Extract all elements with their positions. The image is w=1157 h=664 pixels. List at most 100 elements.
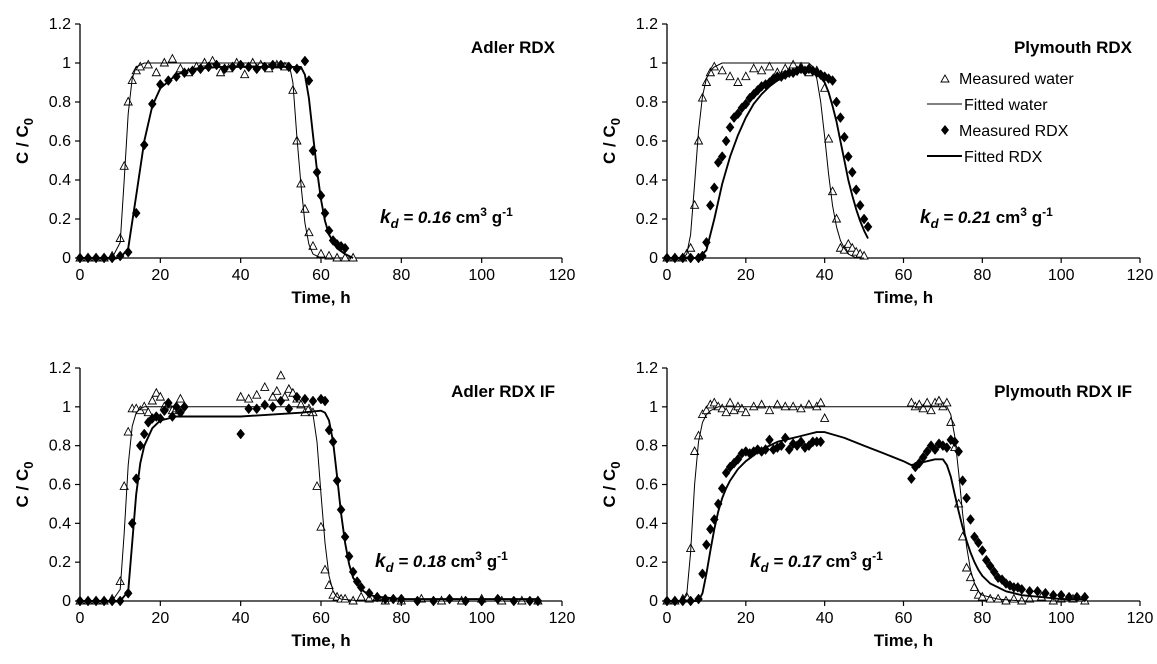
panel-4: 0 0.2 0.4 0.6 0.8 1 1.2 0 20 40 60 80 100 120 Time, h C… bbox=[600, 360, 1153, 650]
kd-unit: cm bbox=[821, 552, 850, 571]
kd-subscript: d bbox=[931, 216, 940, 231]
measured-water-point bbox=[741, 407, 751, 417]
measured-rdx-point bbox=[236, 428, 245, 440]
measured-rdx-point bbox=[284, 403, 294, 415]
measured-water-point bbox=[308, 240, 318, 250]
measured-water-point bbox=[819, 413, 830, 422]
kd-annotation: kd = 0.21 cm3 g-1 bbox=[920, 205, 1053, 231]
measured-rdx-point bbox=[139, 428, 149, 440]
kd-unit2-sup: -1 bbox=[502, 205, 513, 219]
y-tick-label: 0.8 bbox=[636, 438, 658, 455]
measured-water-point bbox=[780, 401, 790, 411]
measured-water-point bbox=[284, 383, 294, 393]
kd-subscript: d bbox=[391, 216, 400, 231]
y-tick-label: 1.2 bbox=[636, 16, 658, 33]
y-axis-label: C / C0 bbox=[600, 462, 623, 508]
measured-water-point bbox=[689, 446, 700, 455]
x-tick-label: 100 bbox=[1048, 267, 1075, 284]
measured-water-point bbox=[717, 65, 727, 75]
kd-unit2-sup: -1 bbox=[497, 549, 508, 563]
x-tick-label: 20 bbox=[737, 267, 755, 284]
measured-rdx-point bbox=[859, 213, 869, 225]
kd-equals: = 0.18 bbox=[394, 552, 447, 571]
measured-water-point bbox=[356, 591, 366, 601]
x-tick-label: 120 bbox=[1127, 610, 1154, 627]
measured-water-point bbox=[847, 242, 858, 252]
measured-water-point bbox=[119, 160, 129, 170]
measured-rdx-point bbox=[702, 539, 711, 551]
y-tick-label: 0.8 bbox=[49, 94, 71, 111]
measured-rdx-point bbox=[962, 492, 971, 504]
panel-title: Plymouth RDX IF bbox=[994, 382, 1132, 401]
measured-water-point bbox=[340, 593, 350, 603]
measured-water-point bbox=[748, 63, 759, 73]
y-axis-label-sub: 0 bbox=[608, 462, 623, 469]
measured-water-point bbox=[123, 426, 133, 436]
measured-water-point bbox=[332, 252, 342, 262]
kd-annotation: kd = 0.18 cm3 g-1 bbox=[375, 549, 508, 575]
measured-rdx-point bbox=[840, 131, 849, 143]
kd-symbol: k bbox=[375, 551, 387, 572]
measured-rdx-point bbox=[855, 199, 865, 211]
measured-water-point bbox=[685, 242, 696, 252]
y-tick-label: 0.2 bbox=[49, 211, 71, 228]
measured-water-point bbox=[922, 397, 932, 407]
measured-water-point bbox=[717, 403, 727, 413]
measured-rdx-point bbox=[974, 537, 983, 549]
measured-rdx-point bbox=[776, 440, 786, 452]
y-tick-label: 1 bbox=[649, 55, 658, 72]
measured-water-point bbox=[239, 69, 250, 79]
kd-unit2: g bbox=[1027, 208, 1042, 227]
fitted-rdx-line bbox=[80, 409, 538, 602]
measured-water-point bbox=[709, 61, 720, 71]
x-tick-label: 0 bbox=[663, 267, 672, 284]
y-tick-label: 1.2 bbox=[49, 360, 71, 377]
measured-water-point bbox=[725, 71, 735, 81]
y-tick-label: 1 bbox=[62, 399, 71, 416]
measured-water-point bbox=[143, 407, 154, 417]
measured-water-point bbox=[926, 405, 936, 415]
measured-rdx-point bbox=[966, 514, 975, 525]
x-tick-label: 0 bbox=[76, 610, 85, 627]
y-tick-label: 0.2 bbox=[636, 211, 658, 228]
kd-unit: cm bbox=[451, 208, 480, 227]
measured-water-point bbox=[251, 389, 262, 399]
measured-water-point bbox=[235, 391, 246, 401]
measured-water-point bbox=[756, 399, 767, 409]
kd-unit2-sup: -1 bbox=[1042, 205, 1053, 219]
x-tick-label: 20 bbox=[151, 267, 169, 284]
y-axis-label-sub: 0 bbox=[21, 118, 36, 125]
measured-rdx-point bbox=[252, 403, 262, 415]
x-tick-label: 20 bbox=[151, 610, 169, 627]
measured-water-point bbox=[151, 67, 162, 77]
measured-rdx-point bbox=[525, 595, 535, 607]
y-tick-label: 0.6 bbox=[49, 133, 71, 150]
measured-rdx-point bbox=[843, 151, 853, 163]
legend-label: Measured water bbox=[959, 71, 1074, 88]
measured-rdx-point bbox=[851, 184, 861, 196]
y-tick-label: 0.4 bbox=[636, 515, 658, 532]
y-tick-label: 0.2 bbox=[49, 554, 71, 571]
measured-water-point bbox=[701, 77, 712, 86]
y-axis-label-main: C / C bbox=[600, 469, 619, 508]
y-tick-label: 0.6 bbox=[636, 477, 658, 494]
measured-water-point bbox=[276, 370, 286, 380]
y-tick-label: 1.2 bbox=[636, 360, 658, 377]
measured-rdx-point bbox=[292, 63, 302, 75]
measured-water-point bbox=[748, 401, 759, 411]
measured-rdx-point bbox=[176, 407, 185, 419]
measured-water-point bbox=[823, 133, 834, 143]
y-axis-label-main: C / C bbox=[13, 125, 32, 164]
x-tick-label: 20 bbox=[737, 610, 755, 627]
kd-unit-sup: 3 bbox=[475, 549, 482, 563]
y-axis-label: C / C0 bbox=[13, 462, 36, 508]
measured-rdx-point bbox=[832, 96, 841, 108]
measured-water-point bbox=[268, 391, 278, 401]
y-tick-label: 1 bbox=[649, 399, 658, 416]
measured-water-point bbox=[123, 96, 133, 106]
measured-rdx-point bbox=[836, 112, 845, 124]
measured-water-point bbox=[175, 393, 186, 403]
x-tick-label: 120 bbox=[549, 610, 576, 627]
legend-diamond-marker bbox=[941, 125, 949, 135]
measured-rdx-point bbox=[135, 440, 145, 452]
